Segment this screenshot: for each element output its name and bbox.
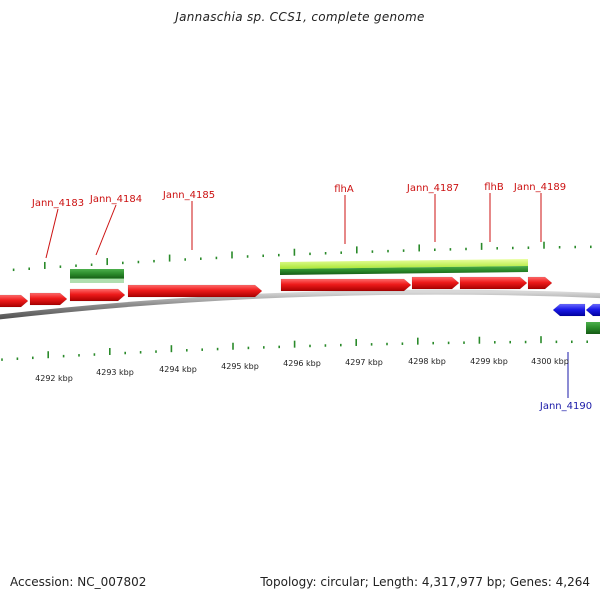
ruler-label: 4295 kbp <box>221 362 259 371</box>
accession-text: Accession: NC_007802 <box>10 575 147 589</box>
gene-arrow[interactable] <box>411 276 460 290</box>
gene-label-jann-4183[interactable]: Jann_4183 <box>31 198 84 209</box>
ruler-label: 4296 kbp <box>283 359 321 368</box>
ruler-label: 4292 kbp <box>35 374 73 383</box>
ruler-label: 4297 kbp <box>345 358 383 367</box>
gene-arrow[interactable] <box>29 292 68 306</box>
cds-bar-shade <box>70 278 124 283</box>
genome-title: Jannaschia sp. CCS1, complete genome <box>175 10 425 24</box>
cds-bar[interactable] <box>280 266 528 275</box>
ruler-label: 4293 kbp <box>96 368 134 377</box>
gene-arrow[interactable] <box>459 276 528 290</box>
ruler-label: 4298 kbp <box>408 357 446 366</box>
ruler-label: 4299 kbp <box>470 357 508 366</box>
gene-label-jann-4184[interactable]: Jann_4184 <box>89 194 142 205</box>
gene-arrow-reverse[interactable] <box>585 303 600 317</box>
gene-arrow[interactable] <box>0 294 29 308</box>
gene-arrow[interactable] <box>127 284 263 298</box>
ruler-label: 4300 kbp <box>531 357 569 366</box>
genome-backbone <box>0 289 600 320</box>
gene-label-jann-4190[interactable]: Jann_4190 <box>539 401 592 412</box>
outer-tick-track <box>12 241 592 272</box>
gene-label-flhb[interactable]: flhB <box>484 182 504 193</box>
cds-bar[interactable] <box>70 269 124 279</box>
gene-arrow[interactable] <box>280 278 412 292</box>
ruler-label: 4294 kbp <box>159 365 197 374</box>
gene-label-jann-4189[interactable]: Jann_4189 <box>513 182 566 193</box>
genome-summary-text: Topology: circular; Length: 4,317,977 bp… <box>260 575 590 589</box>
gene-arrow-reverse[interactable] <box>552 303 586 317</box>
gene-label-jann-4187[interactable]: Jann_4187 <box>406 183 459 194</box>
label-leader-line <box>95 204 117 256</box>
gene-arrow[interactable] <box>527 276 553 290</box>
gene-label-flha[interactable]: flhA <box>334 184 354 195</box>
gene-label-jann-4185[interactable]: Jann_4185 <box>162 190 215 201</box>
gene-arrow[interactable] <box>69 288 126 302</box>
highlight-bar[interactable] <box>280 259 528 269</box>
inner-tick-track <box>1 336 589 361</box>
label-leader-line <box>45 208 59 259</box>
cds-bar[interactable] <box>586 322 600 334</box>
